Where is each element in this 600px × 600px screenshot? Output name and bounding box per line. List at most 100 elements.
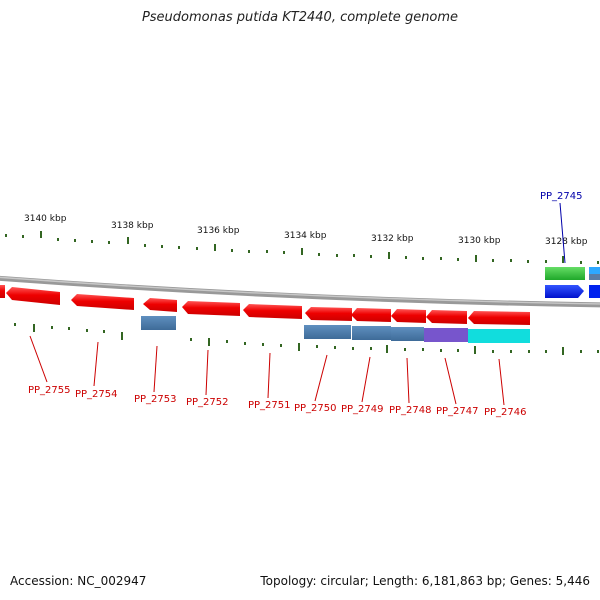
tick-mark xyxy=(475,255,477,262)
tick-mark xyxy=(144,244,146,247)
gene-label[interactable]: PP_2755 xyxy=(28,385,71,396)
tick-mark xyxy=(545,260,547,263)
gene-steelblue-small[interactable] xyxy=(589,274,600,280)
upper-ticks xyxy=(5,231,599,264)
leader-line xyxy=(406,357,410,404)
lower-features xyxy=(141,316,530,343)
tick-mark xyxy=(108,241,110,244)
lower-ticks xyxy=(14,323,599,355)
leader-line xyxy=(314,354,328,402)
lower-leader-lines xyxy=(29,335,505,406)
gene-blue-arrow[interactable] xyxy=(545,285,584,298)
gene-label[interactable]: PP_2750 xyxy=(294,403,337,414)
tick-mark xyxy=(33,324,35,332)
gene-label[interactable]: PP_2751 xyxy=(248,400,291,411)
tick-mark xyxy=(405,256,407,259)
accession-text: Accession: NC_002947 xyxy=(10,574,147,588)
tick-mark xyxy=(336,254,338,257)
tick-mark xyxy=(457,258,459,261)
tick-mark xyxy=(492,350,494,353)
gene-steelblue[interactable] xyxy=(352,326,391,340)
gene-label[interactable]: PP_2754 xyxy=(75,389,118,400)
gene-label[interactable]: PP_2752 xyxy=(186,397,229,408)
tick-mark xyxy=(226,340,228,343)
tick-mark xyxy=(51,326,53,329)
tick-mark xyxy=(57,238,59,241)
tick-mark xyxy=(580,350,582,353)
gene-red[interactable] xyxy=(351,308,391,322)
gene-steelblue[interactable] xyxy=(304,325,351,339)
gene-red[interactable] xyxy=(6,287,60,305)
tick-mark xyxy=(370,347,372,350)
gene-steelblue[interactable] xyxy=(391,327,424,341)
tick-mark xyxy=(196,247,198,250)
gene-red[interactable] xyxy=(426,310,467,324)
gene-steelblue[interactable] xyxy=(141,316,176,330)
lower-gene-labels: PP_2755 PP_2754 PP_2753 PP_2752 PP_2751 … xyxy=(28,385,527,418)
tick-mark xyxy=(318,253,320,256)
tick-mark xyxy=(208,338,210,346)
tick-mark xyxy=(190,338,192,341)
tick-mark xyxy=(492,259,494,262)
gene-label[interactable]: PP_2753 xyxy=(134,394,177,405)
gene-red[interactable] xyxy=(243,304,302,319)
leader-line xyxy=(205,349,209,396)
tick-mark xyxy=(474,346,476,354)
gene-red[interactable] xyxy=(391,309,426,323)
gene-label[interactable]: PP_2748 xyxy=(389,405,432,416)
tick-mark xyxy=(68,327,70,330)
tick-mark xyxy=(388,252,390,259)
scale-label: 3134 kbp xyxy=(284,231,327,241)
tick-mark xyxy=(248,250,250,253)
tick-mark xyxy=(422,348,424,351)
tick-mark xyxy=(262,343,264,346)
tick-mark xyxy=(280,344,282,347)
tick-mark xyxy=(5,234,7,237)
tick-mark xyxy=(178,246,180,249)
gene-label[interactable]: PP_2749 xyxy=(341,404,384,415)
scale-labels: 3140 kbp 3138 kbp 3136 kbp 3134 kbp 3132… xyxy=(24,214,588,247)
tick-mark xyxy=(334,346,336,349)
gene-red[interactable] xyxy=(468,311,530,325)
gene-label[interactable]: PP_2746 xyxy=(484,407,527,418)
scale-label: 3138 kbp xyxy=(111,221,154,231)
tick-mark xyxy=(353,254,355,257)
tick-mark xyxy=(562,256,564,263)
gene-cyan[interactable] xyxy=(468,329,530,343)
leader-line xyxy=(29,335,48,383)
gene-red[interactable] xyxy=(143,298,177,312)
gene-red[interactable] xyxy=(182,301,240,316)
leader-line xyxy=(361,356,371,403)
tick-mark xyxy=(352,347,354,350)
upper-leader-line xyxy=(559,202,566,264)
tick-mark xyxy=(244,342,246,345)
tick-mark xyxy=(510,350,512,353)
genome-backbone xyxy=(0,275,600,308)
scale-label: 3136 kbp xyxy=(197,226,240,236)
leader-line xyxy=(267,352,271,399)
gene-green[interactable] xyxy=(545,267,585,280)
genome-title: Pseudomonas putida KT2440, complete geno… xyxy=(141,10,459,25)
gene-red[interactable] xyxy=(305,307,352,321)
tick-mark xyxy=(440,257,442,260)
gene-lightblue[interactable] xyxy=(589,267,600,274)
tick-mark xyxy=(457,349,459,352)
tick-mark xyxy=(440,349,442,352)
tick-mark xyxy=(86,329,88,332)
tick-mark xyxy=(527,260,529,263)
gene-red[interactable] xyxy=(71,294,134,310)
tick-mark xyxy=(510,259,512,262)
gene-blue-edge[interactable] xyxy=(589,285,600,298)
gene-red[interactable] xyxy=(0,285,5,298)
gene-purple[interactable] xyxy=(424,328,468,342)
tick-mark xyxy=(422,257,424,260)
scale-label: 3132 kbp xyxy=(371,234,414,244)
tick-mark xyxy=(597,261,599,264)
tick-mark xyxy=(40,231,42,238)
forward-genes-right xyxy=(545,267,600,298)
tick-mark xyxy=(283,251,285,254)
leader-line xyxy=(93,341,99,387)
scale-label: 3130 kbp xyxy=(458,236,501,246)
gene-label[interactable]: PP_2747 xyxy=(436,406,479,417)
